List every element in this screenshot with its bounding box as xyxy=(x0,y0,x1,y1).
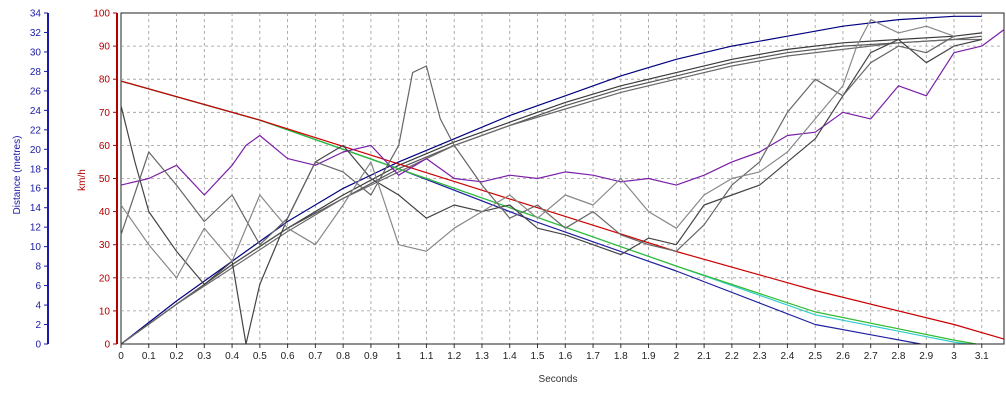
x-tick-label: 0.2 xyxy=(170,351,184,362)
series-line-9 xyxy=(120,29,1005,196)
series-line-7 xyxy=(120,80,977,345)
x-tick-label: 1.8 xyxy=(614,351,628,362)
speed-tick-label: 30 xyxy=(99,240,111,251)
distance-tick-label: 24 xyxy=(30,106,42,117)
x-tick-label: 1.3 xyxy=(475,351,489,362)
x-tick-label: 0.3 xyxy=(197,351,211,362)
series-group xyxy=(120,15,1005,345)
x-tick-label: 2.5 xyxy=(808,351,822,362)
speed-tick-label: 20 xyxy=(99,273,111,284)
distance-tick-label: 6 xyxy=(35,281,41,292)
distance-tick-label: 28 xyxy=(30,67,42,78)
x-tick-label: 3.1 xyxy=(975,351,989,362)
x-tick-label: 2.1 xyxy=(697,351,711,362)
speed-tick-label: 70 xyxy=(99,108,111,119)
series-line-10 xyxy=(120,38,982,345)
x-tick-label: 0.9 xyxy=(364,351,378,362)
x-tick-label: 2.8 xyxy=(892,351,906,362)
speed-tick-label: 50 xyxy=(99,174,111,185)
series-line-4 xyxy=(120,38,982,345)
series-line-11 xyxy=(120,35,955,252)
x-tick-label: 2.6 xyxy=(836,351,850,362)
series-line-8 xyxy=(120,80,1005,340)
distance-tick-label: 30 xyxy=(30,47,42,58)
distance-tick-label: 32 xyxy=(30,28,42,39)
speed-tick-label: 100 xyxy=(93,9,110,20)
distance-tick-label: 2 xyxy=(35,320,41,331)
x-tick-label: 0.1 xyxy=(142,351,156,362)
x-tick-label: 1.7 xyxy=(586,351,600,362)
x-tick-label: 1 xyxy=(396,351,402,362)
distance-tick-label: 10 xyxy=(30,242,42,253)
distance-axis-label: Distance (metres) xyxy=(12,136,23,215)
plot-area xyxy=(120,12,1005,345)
speed-axis-label: km/h xyxy=(77,169,88,191)
x-tick-label: 0.7 xyxy=(308,351,322,362)
speed-tick-label: 60 xyxy=(99,141,111,152)
x-axis-label: Seconds xyxy=(539,374,578,385)
distance-tick-label: 0 xyxy=(35,340,41,351)
x-tick-label: 0 xyxy=(118,351,124,362)
distance-tick-label: 4 xyxy=(35,301,41,312)
x-tick-label: 1.9 xyxy=(642,351,656,362)
x-tick-label: 2 xyxy=(674,351,680,362)
distance-tick-label: 14 xyxy=(30,203,42,214)
distance-tick-label: 20 xyxy=(30,145,42,156)
x-tick-label: 0.6 xyxy=(281,351,295,362)
x-tick-label: 2.7 xyxy=(864,351,878,362)
distance-tick-label: 22 xyxy=(30,125,42,136)
x-tick-label: 2.2 xyxy=(725,351,739,362)
grid-lines xyxy=(121,13,1004,344)
distance-tick-label: 18 xyxy=(30,164,42,175)
x-tick-label: 2.4 xyxy=(780,351,794,362)
distance-tick-label: 34 xyxy=(30,9,42,20)
series-line-3 xyxy=(120,35,982,345)
x-tick-label: 1.6 xyxy=(558,351,572,362)
x-tick-label: 0.5 xyxy=(253,351,267,362)
axes-group: 0 0.1 0.2 0.3 0.4 0.5 0.6 0.7 0.8 0.9 1 1.1 1.2 1.3 1.… xyxy=(30,9,1004,362)
x-tick-label: 1.4 xyxy=(503,351,517,362)
speed-tick-label: 40 xyxy=(99,207,111,218)
x-tick-label: 1.2 xyxy=(447,351,461,362)
series-line-1 xyxy=(120,15,982,345)
x-tick-label: 3 xyxy=(951,351,957,362)
speed-tick-label: 10 xyxy=(99,306,111,317)
series-line-12 xyxy=(120,19,955,279)
speed-tick-label: 80 xyxy=(99,75,111,86)
distance-tick-label: 16 xyxy=(30,184,42,195)
x-tick-label: 1.5 xyxy=(531,351,545,362)
x-tick-label: 0.8 xyxy=(336,351,350,362)
x-tick-label: 2.3 xyxy=(753,351,767,362)
x-tick-label: 2.9 xyxy=(919,351,933,362)
x-tick-label: 1.1 xyxy=(419,351,433,362)
distance-tick-label: 8 xyxy=(35,262,41,273)
speed-tick-label: 90 xyxy=(99,42,111,53)
speed-tick-label: 0 xyxy=(104,340,110,351)
distance-tick-label: 12 xyxy=(30,223,42,234)
plot-frame xyxy=(120,12,1005,345)
distance-tick-label: 26 xyxy=(30,86,42,97)
x-tick-label: 0.4 xyxy=(225,351,239,362)
